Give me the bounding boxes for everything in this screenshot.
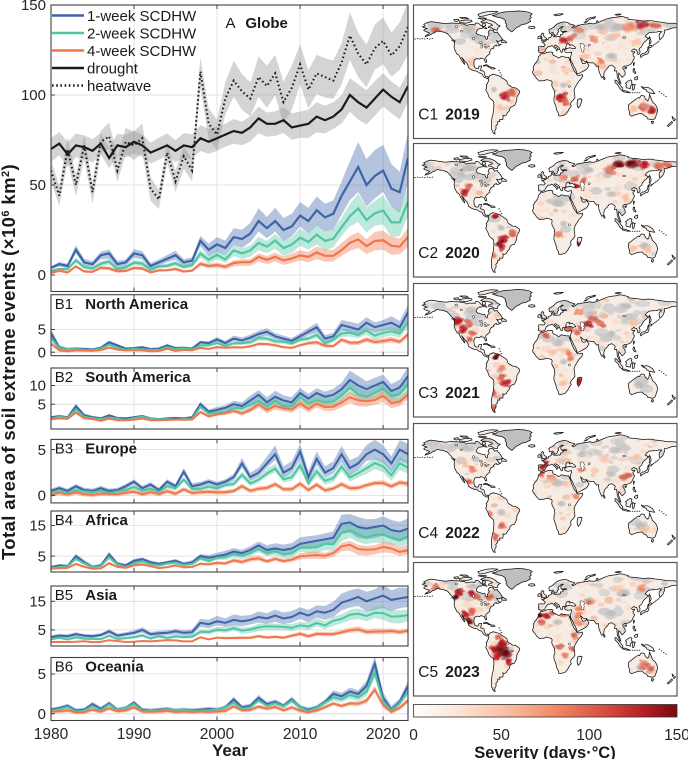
svg-text:0: 0: [38, 706, 46, 723]
svg-text:15: 15: [29, 518, 46, 535]
svg-text:5: 5: [38, 666, 46, 683]
svg-text:Africa: Africa: [85, 512, 128, 529]
svg-text:0: 0: [409, 727, 418, 744]
svg-text:100: 100: [21, 87, 46, 104]
svg-text:Severity (days·°C): Severity (days·°C): [474, 744, 615, 759]
svg-text:B1: B1: [55, 296, 73, 313]
svg-text:100: 100: [576, 727, 602, 744]
svg-text:2019: 2019: [445, 107, 480, 124]
svg-text:0: 0: [38, 267, 46, 284]
svg-text:C2: C2: [418, 245, 438, 262]
svg-text:1990: 1990: [117, 726, 152, 743]
svg-text:Oceania: Oceania: [85, 659, 144, 676]
svg-text:B5: B5: [55, 587, 73, 604]
svg-text:Total area of soil extreme eve: Total area of soil extreme events (×106 …: [0, 164, 19, 560]
svg-text:5: 5: [38, 396, 46, 413]
svg-text:heatwave: heatwave: [87, 78, 151, 95]
svg-text:1980: 1980: [34, 726, 69, 743]
svg-text:Globe: Globe: [245, 15, 288, 32]
svg-text:B2: B2: [55, 369, 73, 386]
svg-text:B6: B6: [55, 659, 73, 676]
svg-text:50: 50: [493, 727, 511, 744]
svg-text:10: 10: [29, 378, 46, 395]
svg-text:5: 5: [38, 622, 46, 639]
svg-text:2022: 2022: [445, 525, 479, 542]
svg-text:South America: South America: [85, 369, 191, 386]
svg-text:2-week SCDHW: 2-week SCDHW: [87, 25, 197, 42]
svg-text:drought: drought: [87, 60, 139, 77]
svg-text:15: 15: [29, 594, 46, 611]
svg-text:B4: B4: [55, 512, 73, 529]
svg-text:Asia: Asia: [85, 587, 117, 604]
svg-text:0: 0: [38, 344, 46, 361]
svg-text:5: 5: [38, 548, 46, 565]
svg-text:150: 150: [21, 0, 46, 14]
svg-text:C4: C4: [418, 525, 438, 542]
svg-text:150: 150: [664, 727, 688, 744]
svg-text:4-week SCDHW: 4-week SCDHW: [87, 43, 197, 60]
svg-text:5: 5: [38, 322, 46, 339]
svg-text:1-week SCDHW: 1-week SCDHW: [87, 8, 197, 25]
svg-text:2023: 2023: [445, 664, 480, 681]
svg-text:B3: B3: [55, 441, 73, 458]
svg-text:C1: C1: [418, 107, 438, 124]
svg-text:5: 5: [38, 442, 46, 459]
svg-text:North America: North America: [85, 296, 188, 313]
svg-text:C5: C5: [418, 664, 438, 681]
svg-text:2021: 2021: [445, 385, 480, 402]
svg-text:Europe: Europe: [85, 441, 137, 458]
svg-text:A: A: [226, 15, 236, 32]
svg-text:2000: 2000: [200, 726, 235, 743]
svg-text:C3: C3: [418, 385, 438, 402]
svg-text:0: 0: [38, 488, 46, 505]
svg-text:2020: 2020: [445, 245, 479, 262]
svg-text:50: 50: [29, 177, 46, 194]
svg-text:2020: 2020: [366, 726, 401, 743]
svg-text:Year: Year: [212, 741, 248, 759]
svg-text:2010: 2010: [283, 726, 318, 743]
